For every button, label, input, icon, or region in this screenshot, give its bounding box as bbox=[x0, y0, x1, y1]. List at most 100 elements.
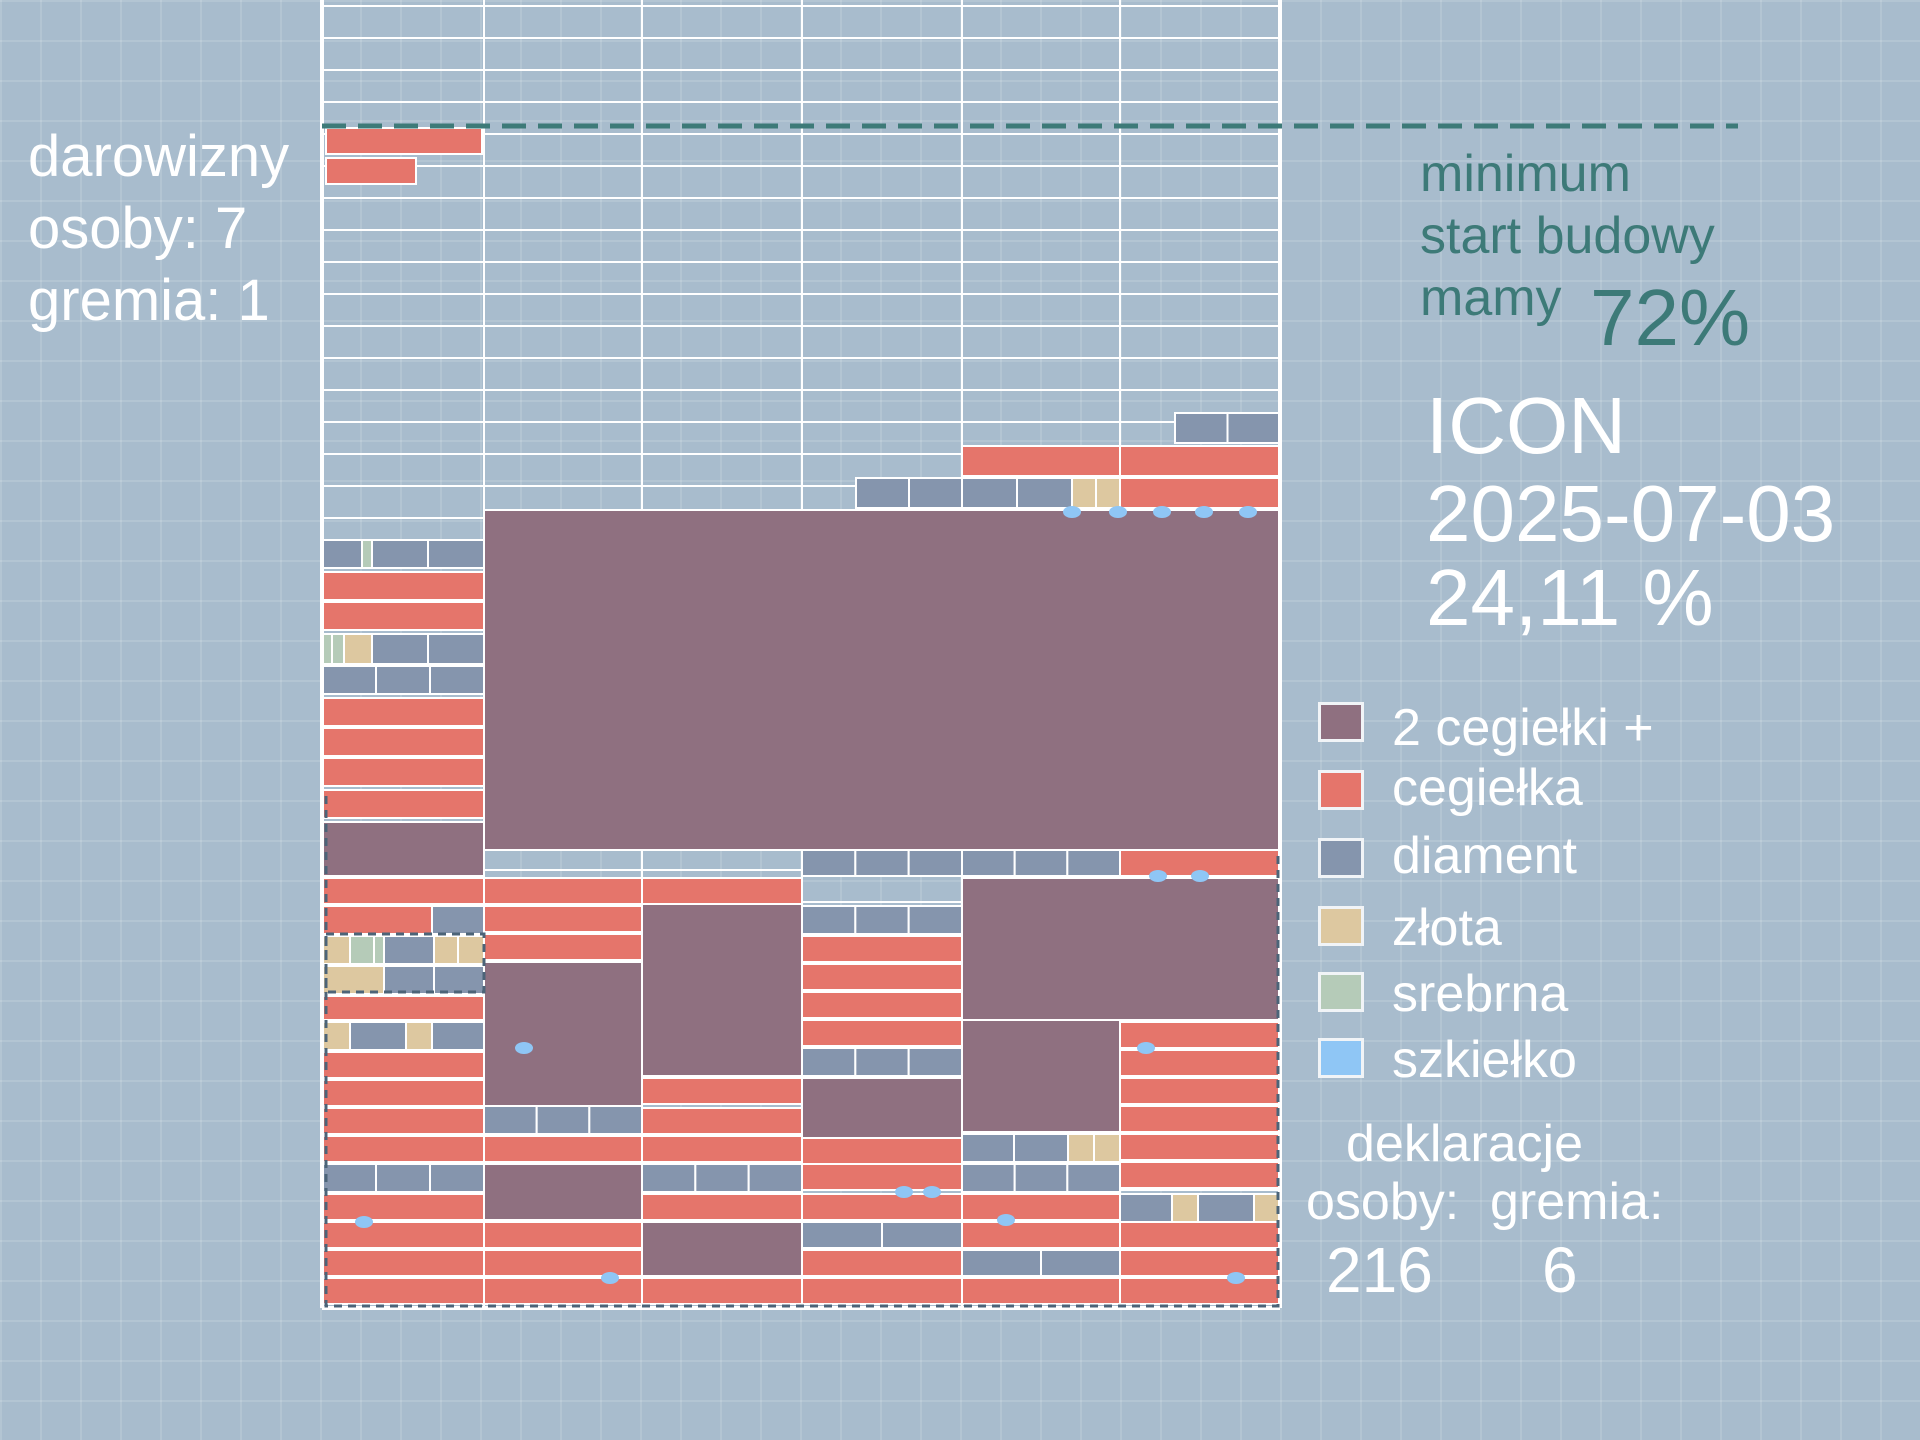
legend-label-plus: 2 cegiełki + bbox=[1392, 699, 1654, 757]
declarations-area-frame bbox=[324, 796, 1280, 1308]
block-diament bbox=[907, 905, 964, 935]
status-name: ICON bbox=[1426, 381, 1626, 470]
block-cegielka bbox=[801, 991, 963, 1019]
block-diament bbox=[371, 633, 429, 665]
block-cegielka bbox=[321, 697, 485, 727]
block-cegielka bbox=[321, 757, 485, 787]
block-diament bbox=[1016, 477, 1073, 509]
legend-swatch-szkielko bbox=[1318, 1038, 1364, 1078]
block-cegielka bbox=[1119, 1077, 1281, 1105]
block-diament bbox=[961, 1163, 1016, 1193]
block-srebrna bbox=[361, 539, 373, 569]
block-diament bbox=[383, 935, 435, 965]
block-zlota bbox=[1095, 477, 1121, 509]
block-diament bbox=[907, 1047, 964, 1077]
block-diament bbox=[431, 905, 485, 935]
block-diament bbox=[535, 1105, 591, 1135]
legend-label-szkielko: szkiełko bbox=[1392, 1031, 1577, 1089]
block-cegielka bbox=[1119, 1105, 1281, 1133]
block-cegielka bbox=[321, 1277, 485, 1305]
block-diament bbox=[747, 1163, 804, 1193]
block-diament bbox=[1119, 1193, 1173, 1223]
large-block-plus bbox=[641, 903, 803, 1077]
block-diament bbox=[854, 905, 910, 935]
glass-dot bbox=[895, 1186, 913, 1198]
glass-dot bbox=[1063, 506, 1081, 518]
large-block-plus bbox=[641, 1221, 803, 1277]
block-cegielka bbox=[1119, 1221, 1281, 1249]
declarations-persons-label: osoby: bbox=[1306, 1173, 1460, 1231]
block-cegielka bbox=[321, 877, 485, 905]
block-diament bbox=[483, 1105, 538, 1135]
legend-label-cegielka: cegiełka bbox=[1392, 759, 1583, 817]
block-diament bbox=[429, 1163, 485, 1193]
block-diament bbox=[854, 849, 910, 877]
legend-label-zlota: złota bbox=[1392, 899, 1502, 957]
declarations-persons-value: 216 bbox=[1326, 1234, 1433, 1306]
block-srebrna bbox=[373, 935, 385, 965]
block-cegielka bbox=[321, 1107, 485, 1135]
minimum-percent: 72% bbox=[1590, 273, 1751, 362]
block-diament bbox=[375, 1163, 431, 1193]
declarations-groups-label: gremia: bbox=[1490, 1173, 1664, 1231]
block-zlota bbox=[1071, 477, 1097, 509]
block-diament bbox=[641, 1163, 697, 1193]
block-diament bbox=[801, 905, 857, 935]
block-diament bbox=[855, 477, 910, 509]
block-diament bbox=[801, 1047, 857, 1077]
block-diament bbox=[321, 665, 377, 695]
block-diament bbox=[1013, 1133, 1069, 1163]
declarations-groups-value: 6 bbox=[1542, 1234, 1578, 1306]
minimum-label: minimum bbox=[1420, 145, 1631, 203]
block-cegielka bbox=[483, 933, 643, 961]
block-diament bbox=[961, 849, 1016, 877]
block-cegielka bbox=[321, 1193, 485, 1221]
block-cegielka bbox=[321, 905, 433, 935]
block-cegielka bbox=[321, 571, 485, 601]
block-cegielka bbox=[483, 877, 643, 905]
block-diament bbox=[854, 1047, 910, 1077]
block-diament bbox=[907, 849, 964, 877]
glass-dot bbox=[601, 1272, 619, 1284]
block-cegielka bbox=[801, 963, 963, 991]
glass-dot bbox=[997, 1214, 1015, 1226]
block-srebrna bbox=[349, 935, 375, 965]
glass-dot bbox=[1195, 506, 1213, 518]
legend-swatch-plus bbox=[1318, 702, 1364, 742]
glass-dot bbox=[1137, 1042, 1155, 1054]
block-zlota bbox=[433, 935, 459, 965]
block-diament bbox=[431, 1021, 485, 1051]
block-cegielka bbox=[1119, 1161, 1281, 1189]
donations-persons: osoby: 7 bbox=[28, 196, 248, 261]
large-block-plus bbox=[961, 877, 1281, 1021]
block-srebrna bbox=[331, 633, 345, 665]
block-diament bbox=[1226, 412, 1281, 444]
glass-dot bbox=[1149, 870, 1167, 882]
block-cegielka bbox=[641, 1193, 803, 1221]
block-cegielka bbox=[961, 1277, 1121, 1305]
block-cegielka bbox=[1119, 1249, 1281, 1277]
donation-brick bbox=[325, 127, 483, 155]
glass-dot bbox=[1153, 506, 1171, 518]
block-diament bbox=[321, 539, 363, 569]
block-cegielka bbox=[483, 1221, 643, 1249]
block-zlota bbox=[1171, 1193, 1199, 1223]
wall-lines bbox=[320, 0, 1738, 1310]
block-cegielka bbox=[1119, 1133, 1281, 1161]
block-zlota bbox=[1253, 1193, 1281, 1223]
block-cegielka bbox=[961, 1193, 1121, 1221]
status-percent: 24,11 % bbox=[1426, 553, 1714, 642]
donations-groups: gremia: 1 bbox=[28, 268, 270, 333]
block-diament bbox=[427, 633, 485, 665]
glass-dot bbox=[355, 1216, 373, 1228]
block-cegielka bbox=[321, 995, 485, 1021]
block-diament bbox=[349, 1021, 407, 1051]
glass-dot bbox=[1109, 506, 1127, 518]
block-cegielka bbox=[321, 727, 485, 757]
block-cegielka bbox=[321, 1079, 485, 1107]
large-block-plus bbox=[483, 1163, 643, 1221]
block-cegielka bbox=[321, 1051, 485, 1079]
legend-label-diament: diament bbox=[1392, 827, 1577, 885]
block-cegielka bbox=[321, 1135, 485, 1163]
block-cegielka bbox=[801, 1249, 963, 1277]
